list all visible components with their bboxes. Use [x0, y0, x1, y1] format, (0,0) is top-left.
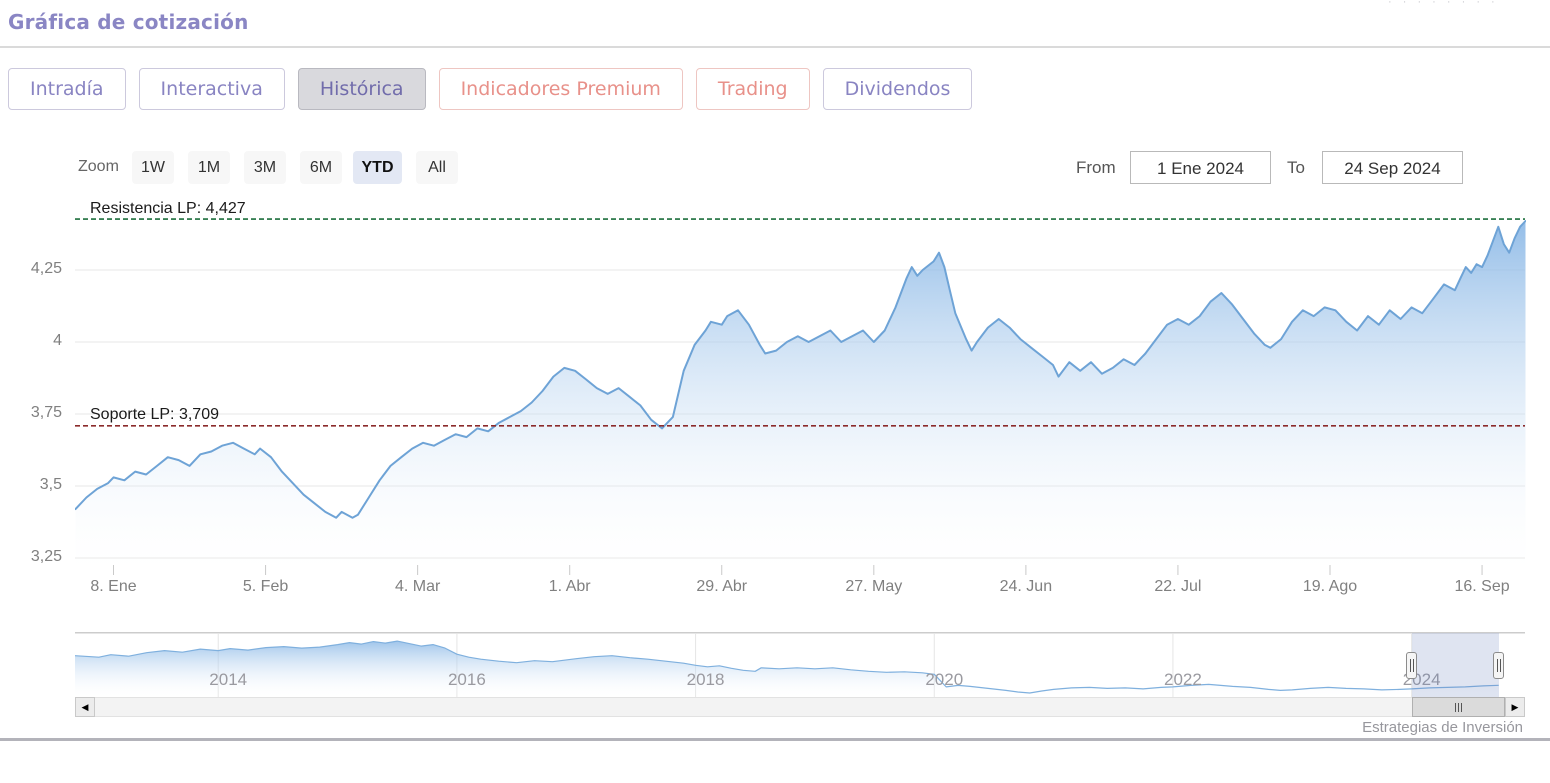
x-axis-label: 22. Jul: [1154, 578, 1202, 595]
chart-type-tabs: Intradía Interactiva Histórica Indicador…: [8, 68, 973, 110]
zoom-button-all[interactable]: All: [416, 151, 458, 184]
tab-indicadores-premium[interactable]: Indicadores Premium: [438, 68, 683, 110]
navigator-year-label: 2016: [447, 670, 486, 689]
tab-dividendos[interactable]: Dividendos: [822, 68, 973, 110]
support-line-label: Soporte LP: 3,709: [90, 406, 219, 423]
page-title: Gráfica de cotización: [8, 10, 249, 34]
from-label: From: [1076, 158, 1116, 177]
x-axis-label: 29. Abr: [696, 578, 748, 595]
main-price-chart[interactable]: [75, 195, 1526, 580]
to-date-input[interactable]: 24 Sep 2024: [1322, 151, 1463, 184]
x-axis-label: 5. Feb: [242, 578, 289, 595]
tab-interactiva[interactable]: Interactiva: [138, 68, 285, 110]
cropped-text-fragment: · · · · · · · ·: [1388, 0, 1508, 5]
x-axis-label: 16. Sep: [1454, 578, 1510, 595]
scrollbar-left-arrow-icon[interactable]: ◀: [75, 697, 95, 717]
zoom-button-1w[interactable]: 1W: [132, 151, 174, 184]
zoom-button-ytd[interactable]: YTD: [353, 151, 402, 184]
zoom-button-6m[interactable]: 6M: [300, 151, 342, 184]
y-axis-label: 3,5: [39, 476, 62, 494]
navigator-handle-right[interactable]: [1493, 652, 1505, 679]
navigator-year-label: 2020: [925, 670, 964, 689]
navigator-selected-range[interactable]: [1411, 633, 1499, 697]
x-axis-label: 27. May: [845, 578, 903, 595]
navigator-handle-left[interactable]: [1406, 652, 1418, 679]
chart-credit: Estrategias de Inversión: [1362, 719, 1523, 736]
navigator-chart[interactable]: [75, 632, 1526, 698]
x-axis-label: 1. Abr: [548, 578, 591, 595]
x-axis-label: 4. Mar: [394, 578, 441, 595]
scrollbar-thumb[interactable]: [1411, 697, 1505, 717]
zoom-label: Zoom: [78, 158, 119, 175]
from-date-input[interactable]: 1 Ene 2024: [1130, 151, 1271, 184]
tab-historica[interactable]: Histórica: [297, 68, 426, 110]
zoom-button-3m[interactable]: 3M: [244, 151, 286, 184]
tab-intradia[interactable]: Intradía: [8, 68, 126, 110]
y-axis-label: 4,25: [30, 260, 62, 277]
bottom-divider: [0, 738, 1550, 741]
y-axis-label: 3,25: [30, 548, 62, 566]
scrollbar-track[interactable]: [75, 697, 1525, 717]
header-divider: [0, 46, 1550, 48]
zoom-button-1m[interactable]: 1M: [188, 151, 230, 184]
x-axis-label: 24. Jun: [999, 578, 1053, 595]
y-axis-label: 3,75: [30, 404, 62, 421]
scrollbar-right-arrow-icon[interactable]: ▶: [1505, 697, 1525, 717]
x-axis-label: 19. Ago: [1302, 578, 1358, 595]
navigator-year-label: 2022: [1164, 670, 1202, 689]
navigator-year-label: 2014: [209, 670, 248, 689]
to-label: To: [1287, 158, 1305, 177]
x-axis-label: 8. Ene: [90, 578, 137, 595]
tab-trading[interactable]: Trading: [695, 68, 810, 110]
y-axis-label: 4: [53, 332, 62, 349]
navigator-year-label: 2018: [686, 670, 725, 689]
resistance-line-label: Resistencia LP: 4,427: [90, 200, 246, 217]
